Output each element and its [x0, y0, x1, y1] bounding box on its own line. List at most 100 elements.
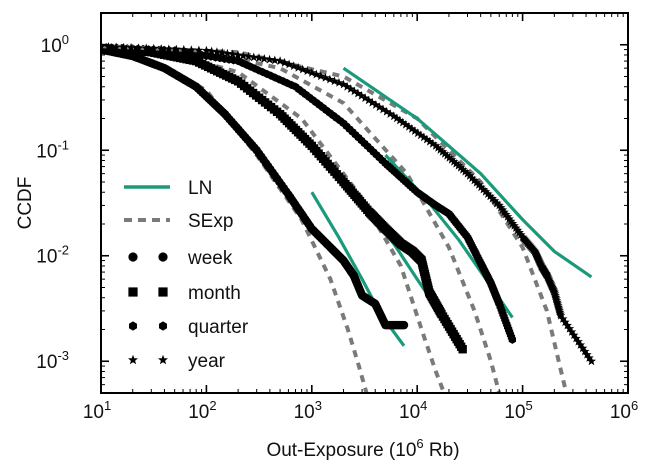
- legend-star-marker: [128, 354, 138, 365]
- data-point-year: [469, 175, 479, 185]
- data-point-year: [456, 162, 466, 172]
- data-point-year: [416, 130, 426, 140]
- data-point-year: [516, 230, 526, 239]
- data-point-year: [508, 218, 518, 228]
- data-point-year: [433, 143, 443, 152]
- data-point-year: [367, 97, 377, 107]
- data-point-year: [346, 84, 356, 93]
- data-point-year: [134, 43, 144, 52]
- data-point-year: [371, 100, 381, 109]
- legend-item-week: week: [128, 248, 233, 269]
- data-point-year: [233, 50, 243, 59]
- data-point-year: [438, 147, 448, 156]
- data-point-year: [567, 327, 577, 336]
- data-point-year: [270, 55, 280, 65]
- sexp-fit-year: [101, 44, 569, 393]
- ln-fit-year: [342, 66, 593, 279]
- data-point-year: [275, 56, 285, 65]
- data-point-year: [503, 211, 513, 221]
- data-point-year: [509, 221, 519, 230]
- legend-hexagon-marker: [159, 321, 167, 331]
- data-point-year: [453, 160, 463, 170]
- data-point-year: [449, 156, 459, 166]
- data-point-year: [284, 59, 294, 69]
- data-point-year: [467, 173, 477, 183]
- data-point-year: [571, 333, 581, 343]
- data-point-year: [141, 43, 151, 53]
- data-point-year: [302, 66, 312, 75]
- x-axis-label: Out-Exposure (106 Rb): [266, 436, 459, 461]
- data-point-year: [201, 45, 211, 55]
- data-point-year: [311, 69, 321, 79]
- data-point-year: [573, 336, 583, 346]
- data-point-year: [334, 78, 344, 87]
- data-point-year: [265, 54, 275, 64]
- data-point-year: [499, 207, 509, 217]
- data-point-year: [586, 356, 596, 366]
- data-point-year: [212, 47, 222, 56]
- data-point-year: [444, 153, 454, 162]
- legend-item-sexp: SExp: [124, 211, 233, 232]
- legend-label: week: [187, 248, 233, 269]
- data-point-year: [498, 205, 508, 214]
- data-point-year: [558, 314, 568, 323]
- data-point-year: [194, 45, 204, 55]
- data-point-year: [511, 223, 521, 232]
- data-point-year: [186, 45, 196, 54]
- data-point-year: [485, 191, 495, 201]
- data-point-year: [389, 111, 399, 121]
- y-tick-label: 100: [41, 32, 69, 57]
- legend-label: month: [188, 283, 241, 304]
- data-point-year: [435, 145, 445, 154]
- data-point-year: [492, 198, 502, 208]
- data-point-year: [564, 323, 575, 333]
- x-axis-label-suffix: Rb): [424, 440, 460, 461]
- data-point-year: [392, 113, 402, 123]
- data-point-year: [458, 164, 468, 174]
- data-point-year: [404, 122, 414, 131]
- data-point-year: [179, 44, 189, 54]
- data-point-year: [562, 320, 572, 330]
- markers-month: [101, 43, 467, 354]
- data-point-year: [398, 117, 408, 127]
- data-point-year: [578, 343, 588, 353]
- data-point-year: [353, 88, 363, 98]
- data-point-year: [149, 43, 159, 53]
- x-tick-label: 106: [610, 398, 638, 423]
- y-tick-label: 10-2: [36, 243, 69, 268]
- data-point-year: [584, 353, 594, 362]
- data-point-year: [431, 141, 441, 150]
- data-point-year: [349, 86, 359, 96]
- data-point-year: [428, 138, 438, 148]
- data-point-year: [490, 196, 500, 205]
- legend-label: SExp: [188, 211, 233, 232]
- data-point-year: [460, 166, 470, 176]
- data-point-year: [407, 124, 417, 133]
- x-tick-label: 103: [294, 398, 322, 423]
- data-point-year: [419, 132, 429, 142]
- data-point-year: [293, 63, 303, 72]
- data-point-week: [399, 320, 409, 330]
- data-point-year: [556, 310, 566, 320]
- legend-item-year: year: [128, 351, 226, 372]
- data-point-year: [472, 177, 482, 187]
- data-point-year: [164, 44, 174, 54]
- data-point-year: [243, 51, 254, 61]
- data-point-year: [422, 134, 432, 144]
- data-point-year: [483, 189, 493, 198]
- y-axis-label: CCDF: [15, 177, 36, 230]
- data-point-year: [249, 52, 259, 62]
- data-point-year: [307, 68, 317, 77]
- data-point-year: [494, 200, 504, 210]
- data-point-year: [474, 180, 484, 189]
- data-point-year: [413, 128, 423, 138]
- data-point-year: [342, 81, 352, 91]
- data-point-year: [217, 48, 227, 57]
- data-point-year: [316, 71, 326, 81]
- legend-item-ln: LN: [124, 178, 212, 199]
- data-point-year: [364, 95, 374, 105]
- legend-circle-marker: [158, 252, 168, 262]
- data-point-year: [514, 227, 524, 237]
- data-point-year: [401, 119, 411, 129]
